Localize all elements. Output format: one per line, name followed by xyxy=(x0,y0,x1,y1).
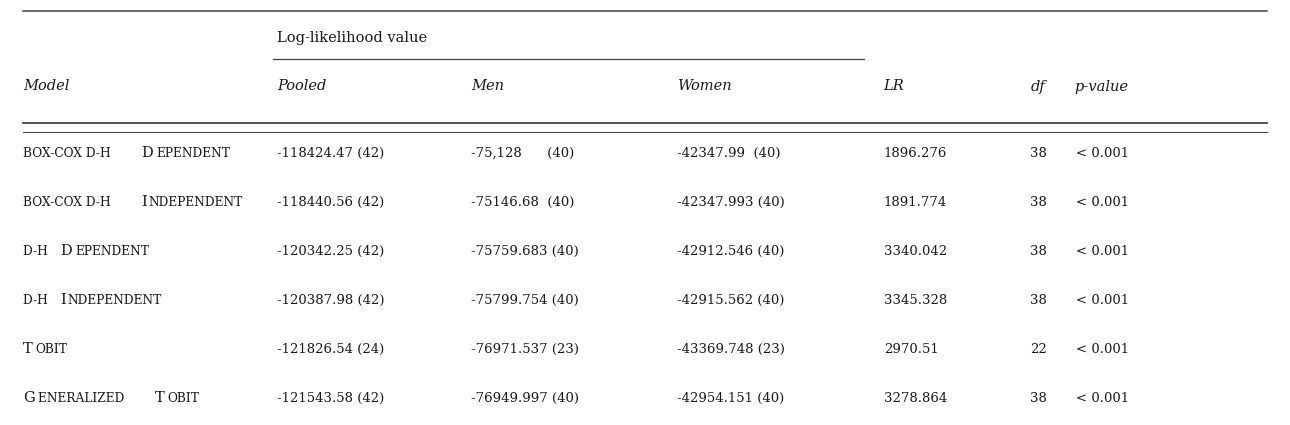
Text: -76971.537 (23): -76971.537 (23) xyxy=(471,343,579,356)
Text: Log-likelihood value: Log-likelihood value xyxy=(277,31,427,45)
Text: -118440.56 (42): -118440.56 (42) xyxy=(277,196,384,209)
Text: -118424.47 (42): -118424.47 (42) xyxy=(277,147,384,160)
Text: I: I xyxy=(142,195,147,209)
Text: -75146.68  (40): -75146.68 (40) xyxy=(471,196,574,209)
Text: 3345.328: 3345.328 xyxy=(884,294,947,307)
Text: -42954.151 (40): -42954.151 (40) xyxy=(677,391,784,405)
Text: 3278.864: 3278.864 xyxy=(884,391,947,405)
Text: 1896.276: 1896.276 xyxy=(884,147,947,160)
Text: -42347.993 (40): -42347.993 (40) xyxy=(677,196,786,209)
Text: EPENDENT: EPENDENT xyxy=(76,245,150,258)
Text: BOX-COX D-H: BOX-COX D-H xyxy=(23,196,115,209)
Text: BOX-COX D-H: BOX-COX D-H xyxy=(23,147,115,160)
Text: OBIT: OBIT xyxy=(36,343,67,356)
Text: I: I xyxy=(61,293,66,307)
Text: -75799.754 (40): -75799.754 (40) xyxy=(471,294,579,307)
Text: Model: Model xyxy=(23,79,70,94)
Text: Women: Women xyxy=(677,79,731,94)
Text: D: D xyxy=(61,244,72,258)
Text: EPENDENT: EPENDENT xyxy=(156,147,231,160)
Text: NDEPENDENT: NDEPENDENT xyxy=(68,294,163,307)
Text: p-value: p-value xyxy=(1075,79,1129,94)
Text: 38: 38 xyxy=(1029,391,1047,405)
Text: 38: 38 xyxy=(1029,147,1047,160)
Text: -121826.54 (24): -121826.54 (24) xyxy=(277,343,384,356)
Text: < 0.001: < 0.001 xyxy=(1076,294,1129,307)
Text: -42915.562 (40): -42915.562 (40) xyxy=(677,294,784,307)
Text: 3340.042: 3340.042 xyxy=(884,245,947,258)
Text: -42912.546 (40): -42912.546 (40) xyxy=(677,245,784,258)
Text: df: df xyxy=(1031,79,1046,94)
Text: -120387.98 (42): -120387.98 (42) xyxy=(277,294,384,307)
Text: -75759.683 (40): -75759.683 (40) xyxy=(471,245,579,258)
Text: -76949.997 (40): -76949.997 (40) xyxy=(471,391,579,405)
Text: T: T xyxy=(23,342,34,356)
Text: < 0.001: < 0.001 xyxy=(1076,391,1129,405)
Text: T: T xyxy=(155,391,165,405)
Text: Men: Men xyxy=(471,79,504,94)
Text: LR: LR xyxy=(884,79,904,94)
Text: 2970.51: 2970.51 xyxy=(884,343,938,356)
Text: NDEPENDENT: NDEPENDENT xyxy=(148,196,243,209)
Text: 38: 38 xyxy=(1029,294,1047,307)
Text: OBIT: OBIT xyxy=(168,391,199,405)
Text: < 0.001: < 0.001 xyxy=(1076,343,1129,356)
Text: 38: 38 xyxy=(1029,196,1047,209)
Text: -43369.748 (23): -43369.748 (23) xyxy=(677,343,786,356)
Text: 38: 38 xyxy=(1029,245,1047,258)
Text: 1891.774: 1891.774 xyxy=(884,196,947,209)
Text: 22: 22 xyxy=(1031,343,1046,356)
Text: < 0.001: < 0.001 xyxy=(1076,196,1129,209)
Text: -75,128      (40): -75,128 (40) xyxy=(471,147,574,160)
Text: ENERALIZED: ENERALIZED xyxy=(39,391,129,405)
Text: -121543.58 (42): -121543.58 (42) xyxy=(277,391,384,405)
Text: D-H: D-H xyxy=(23,245,52,258)
Text: < 0.001: < 0.001 xyxy=(1076,147,1129,160)
Text: -120342.25 (42): -120342.25 (42) xyxy=(277,245,384,258)
Text: D: D xyxy=(142,146,154,160)
Text: -42347.99  (40): -42347.99 (40) xyxy=(677,147,780,160)
Text: D-H: D-H xyxy=(23,294,52,307)
Text: Pooled: Pooled xyxy=(277,79,326,94)
Text: G: G xyxy=(23,391,35,405)
Text: < 0.001: < 0.001 xyxy=(1076,245,1129,258)
